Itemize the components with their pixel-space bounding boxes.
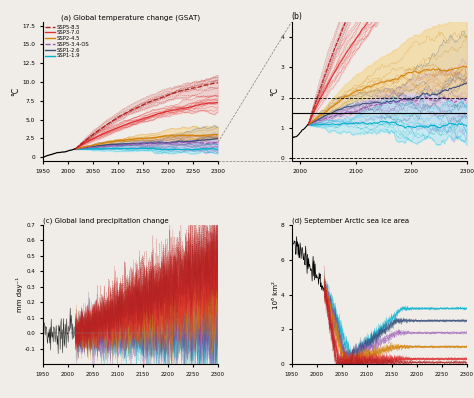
Text: (b): (b) (292, 12, 302, 21)
Y-axis label: °C: °C (270, 87, 279, 96)
Title: (a) Global temperature change (GSAT): (a) Global temperature change (GSAT) (61, 14, 200, 21)
Y-axis label: °C: °C (12, 87, 21, 96)
Y-axis label: mm day⁻¹: mm day⁻¹ (16, 277, 23, 312)
Text: (c) Global land precipitation change: (c) Global land precipitation change (43, 217, 168, 224)
Text: (d) September Arctic sea ice area: (d) September Arctic sea ice area (292, 217, 409, 224)
Legend: SSP5-8.5, SSP3-7.0, SSP2-4.5, SSP5-3.4-OS, SSP1-2.6, SSP1-1.9: SSP5-8.5, SSP3-7.0, SSP2-4.5, SSP5-3.4-O… (46, 25, 90, 59)
Y-axis label: 10⁶ km²: 10⁶ km² (273, 281, 279, 308)
